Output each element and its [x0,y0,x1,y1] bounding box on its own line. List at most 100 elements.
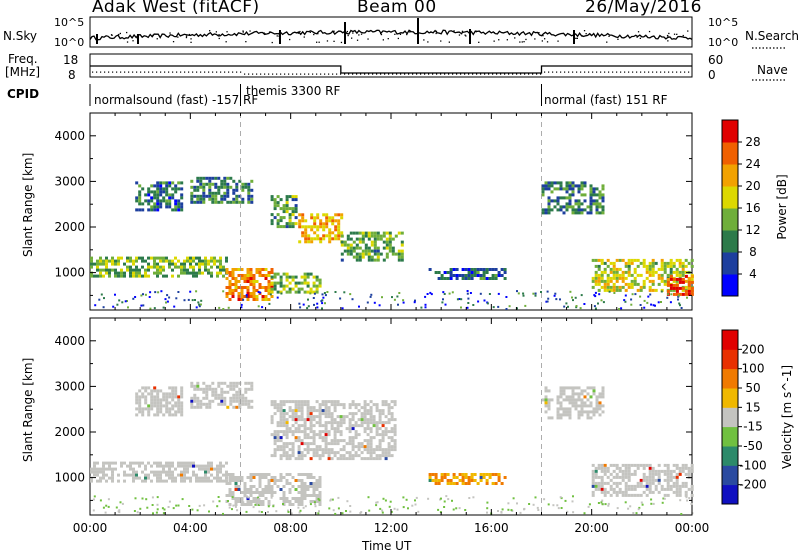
nave-dot [252,73,254,75]
velocity-echo-cell [318,403,322,407]
power-echo-cell [150,190,154,194]
power-echo-cell [156,181,160,185]
power-echo-cell [208,194,212,198]
velocity-echo-cell [156,476,159,480]
velocity-echo-cell [351,424,355,428]
velocity-echo-cell [393,430,397,434]
power-echo-cell [147,202,151,206]
velocity-echo-cell [234,485,238,488]
power-echo-cell [220,179,224,183]
power-echo-cell [153,208,157,212]
power-echo-cell [681,270,685,274]
velocity-echo-cell [291,451,295,455]
velocity-echo-cell [285,433,289,437]
velocity-echo-cell [126,464,129,468]
power-echo-cell [258,286,262,289]
velocity-echo-cell [309,427,313,431]
velocity-echo-cell [198,467,201,471]
velocity-echo-cell [306,409,310,413]
velocity-echo-cell [595,395,599,399]
velocity-echo-cell [267,500,271,503]
velocity-speckle [349,505,352,507]
velocity-echo-cell [219,476,222,480]
velocity-echo-cell [309,442,313,446]
nave-dot [544,71,546,73]
velocity-speckle [510,509,513,512]
velocity-echo-cell [618,481,622,485]
power-echo-cell [210,259,213,263]
power-echo-cell [598,211,602,215]
velocity-echo-cell [135,413,139,417]
velocity-echo-cell [273,482,277,485]
power-echo-cell [211,200,215,204]
power-echo-cell [574,211,578,215]
power-echo-cell [319,222,323,226]
power-echo-cell [331,216,335,220]
nave-dot [380,73,382,75]
power-echo-cell [690,289,694,293]
velocity-echo-cell [393,433,397,437]
power-echo-cell [651,273,655,277]
power-echo-cell [270,271,274,274]
velocity-echo-cell [497,476,501,479]
power-echo-cell [156,262,159,266]
power-echo-cell [228,292,232,295]
noise-search-dot [317,33,319,35]
velocity-echo-cell [129,464,132,468]
velocity-speckle [381,511,384,514]
velocity-echo-cell [428,479,432,482]
velocity-echo-cell [375,454,379,458]
power-echo-cell [594,258,598,262]
velocity-echo-cell [312,476,316,479]
velocity-echo-cell [285,457,289,461]
velocity-echo-cell [138,401,142,405]
velocity-echo-cell [244,399,248,403]
power-echo-cell [615,285,619,289]
velocity-speckle [640,501,643,504]
power-echo-cell [553,181,557,185]
power-echo-cell [99,262,102,266]
velocity-echo-cell [279,497,283,500]
velocity-echo-cell [369,448,373,452]
power-echo-cell [574,184,578,188]
velocity-echo-cell [342,421,346,425]
velocity-echo-cell [132,476,135,480]
power-echo-cell [258,271,262,274]
power-echo-cell [153,262,156,266]
power-echo-cell [388,231,392,235]
power-echo-cell [162,274,165,278]
velocity-echo-cell [207,470,210,474]
power-echo-cell [174,199,178,203]
power-echo-cell [108,268,111,272]
velocity-echo-cell [247,402,251,406]
power-echo-cell [491,277,495,280]
velocity-echo-cell [503,476,507,479]
velocity-echo-cell [357,445,361,449]
power-echo-cell [568,184,572,188]
power-echo-cell [147,199,151,203]
power-echo-cell [225,292,229,295]
velocity-echo-cell [279,479,283,482]
power-echo-cell [458,274,462,277]
power-echo-cell [346,252,350,256]
velocity-echo-cell [384,415,388,419]
power-speckle [312,297,315,299]
velocity-speckle [146,506,149,509]
velocity-speckle [102,506,105,509]
velocity-echo-cell [639,478,643,482]
power-echo-cell [156,202,160,206]
velocity-speckle [329,499,332,502]
power-echo-cell [177,181,181,185]
velocity-echo-cell [568,416,572,420]
velocity-echo-cell [120,461,123,465]
nave-dot [328,73,330,75]
velocity-echo-cell [207,464,210,468]
velocity-echo-cell [351,415,355,419]
velocity-echo-cell [651,490,655,494]
velocity-echo-cell [282,400,286,404]
velocity-echo-cell [159,398,163,402]
power-echo-cell [589,187,593,191]
power-echo-cell [559,196,563,200]
velocity-echo-cell [174,395,178,399]
velocity-echo-cell [580,410,584,414]
